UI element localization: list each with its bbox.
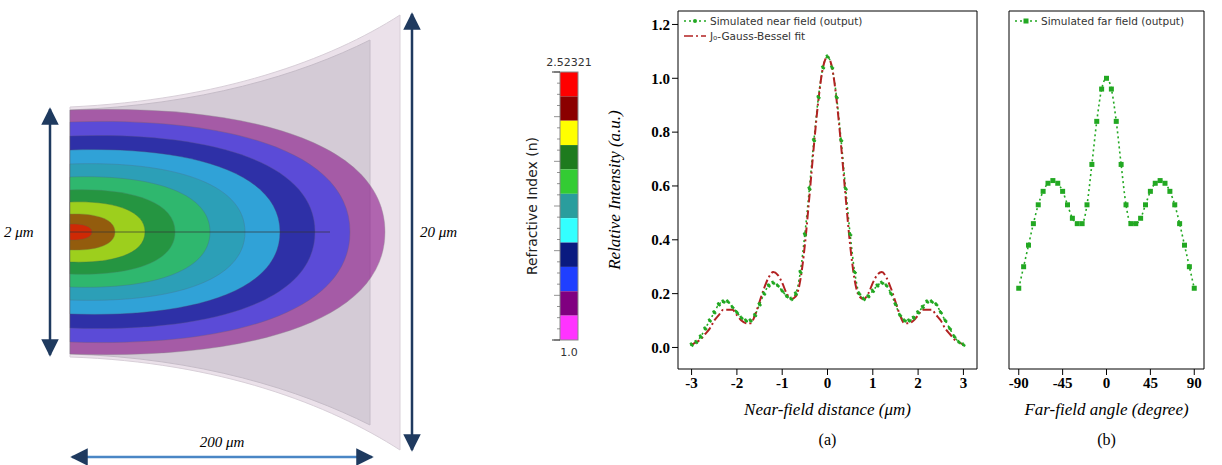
svg-text:-90: -90 [1009, 375, 1029, 391]
svg-text:1.0: 1.0 [560, 346, 578, 359]
svg-text:Simulated far field (output): Simulated far field (output) [1041, 15, 1184, 27]
svg-text:Far-field angle (degree): Far-field angle (degree) [1023, 400, 1189, 419]
svg-text:0.8: 0.8 [651, 124, 670, 140]
svg-text:0.6: 0.6 [651, 178, 670, 194]
svg-text:(b): (b) [1097, 431, 1116, 449]
svg-text:(a): (a) [819, 431, 837, 449]
svg-text:0.0: 0.0 [651, 340, 670, 356]
svg-text:Refractive Index (n): Refractive Index (n) [524, 137, 540, 275]
svg-text:2 μm: 2 μm [4, 224, 34, 240]
svg-text:0.2: 0.2 [651, 286, 670, 302]
svg-text:1.2: 1.2 [651, 17, 670, 33]
svg-text:Simulated near field (output): Simulated near field (output) [710, 15, 862, 27]
svg-text:3: 3 [960, 375, 968, 391]
svg-text:-2: -2 [731, 375, 744, 391]
svg-text:0: 0 [1103, 375, 1111, 391]
svg-text:2.52321: 2.52321 [546, 56, 592, 69]
svg-text:1: 1 [869, 375, 877, 391]
svg-text:90: 90 [1187, 375, 1202, 391]
svg-text:Relative Intensity (a.u.): Relative Intensity (a.u.) [605, 110, 624, 271]
svg-text:1.0: 1.0 [651, 71, 670, 87]
svg-text:2: 2 [914, 375, 922, 391]
svg-text:0.4: 0.4 [651, 232, 670, 248]
svg-text:-3: -3 [685, 375, 698, 391]
svg-text:-45: -45 [1053, 375, 1073, 391]
svg-text:J₀-Gauss-Bessel fit: J₀-Gauss-Bessel fit [709, 30, 805, 42]
svg-text:-1: -1 [776, 375, 789, 391]
svg-text:45: 45 [1143, 375, 1158, 391]
svg-text:Near-field distance (μm): Near-field distance (μm) [743, 400, 911, 419]
svg-text:20 μm: 20 μm [420, 224, 457, 240]
svg-text:0: 0 [824, 375, 832, 391]
svg-text:200 μm: 200 μm [200, 434, 245, 450]
